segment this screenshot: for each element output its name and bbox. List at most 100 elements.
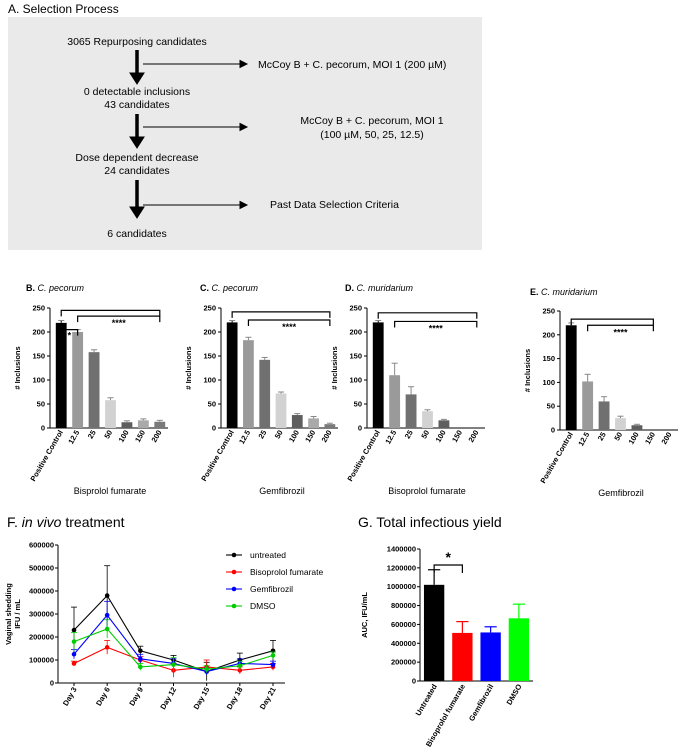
data-point bbox=[71, 661, 77, 666]
y-tick-label: 250 bbox=[349, 304, 362, 313]
right-arrow-icon bbox=[239, 59, 249, 69]
y-tick-label: 200000 bbox=[29, 633, 54, 642]
x-tick-label: DMSO bbox=[505, 682, 524, 706]
y-tick-label: 100 bbox=[349, 376, 362, 385]
y-tick-label: 400000 bbox=[29, 587, 54, 596]
y-tick-label: 150 bbox=[32, 352, 45, 361]
x-tick-label: 50 bbox=[612, 431, 624, 443]
y-tick-label: 250 bbox=[203, 304, 216, 313]
x-tick-label: Positive Control bbox=[199, 429, 236, 483]
x-tick-label: Positive Control bbox=[345, 429, 382, 483]
x-tick-label: Positive Control bbox=[28, 429, 65, 483]
chart-E-title: E. C. muridarium bbox=[530, 287, 598, 297]
x-tick-label: 50 bbox=[102, 429, 114, 441]
chart-F-title: F. in vivo treatment bbox=[7, 514, 125, 530]
data-point bbox=[71, 639, 77, 644]
step-4-line-1: 6 candidates bbox=[107, 228, 167, 240]
bar-4 bbox=[615, 418, 626, 430]
y-tick-label: 150 bbox=[203, 352, 216, 361]
x-tick-label: Day 3 bbox=[61, 686, 79, 708]
data-point bbox=[138, 664, 143, 670]
bar-5 bbox=[438, 420, 450, 428]
chart-G: G. Total infectious yield 0 200000 400000 60… bbox=[358, 514, 533, 748]
down-arrow-icon bbox=[129, 206, 145, 219]
y-axis-label: # Inclusions bbox=[13, 346, 22, 389]
significance-bracket bbox=[587, 324, 654, 332]
data-point bbox=[270, 662, 276, 667]
x-tick-label: 200 bbox=[659, 431, 673, 446]
bar-3 bbox=[598, 401, 610, 430]
y-tick-label: 200 bbox=[542, 330, 555, 339]
x-tick-label: 50 bbox=[419, 429, 431, 441]
x-tick-label: Day 15 bbox=[192, 686, 212, 711]
x-tick-label: 150 bbox=[303, 429, 317, 444]
x-tick-label: Untreated bbox=[414, 682, 440, 717]
x-tick-label: 200 bbox=[320, 429, 334, 444]
bar-7 bbox=[324, 424, 336, 428]
y-tick-label: 500000 bbox=[29, 564, 54, 573]
step-3-line-1: Dose dependent decrease bbox=[75, 152, 198, 164]
y-tick-label: 0 bbox=[41, 424, 45, 433]
y-tick-label: 150 bbox=[542, 354, 555, 363]
x-tick-label: Day 6 bbox=[94, 686, 112, 708]
bar-1 bbox=[55, 322, 67, 428]
right-arrow-icon bbox=[239, 200, 249, 210]
x-tick-label: 150 bbox=[450, 429, 464, 444]
significance-bracket bbox=[231, 311, 331, 318]
data-point bbox=[104, 593, 110, 598]
y-tick-label: 200000 bbox=[391, 658, 416, 667]
data-point bbox=[138, 656, 143, 662]
y-axis-label: Vaginal shedding bbox=[4, 583, 13, 645]
y-tick-label: 100 bbox=[203, 376, 216, 385]
series-dmso bbox=[71, 619, 276, 673]
x-tick-label: 100 bbox=[287, 429, 301, 444]
y-axis-label: IFU / mL bbox=[13, 599, 22, 629]
x-tick-label: 25 bbox=[256, 429, 268, 441]
x-tick-label: 12.5 bbox=[66, 429, 81, 446]
chart-B-title: B. C. pecorum bbox=[26, 283, 85, 293]
x-tick-label: 25 bbox=[403, 429, 415, 441]
bar-3 bbox=[480, 632, 501, 681]
x-tick-label: Day 12 bbox=[158, 686, 178, 711]
significance-bracket bbox=[247, 319, 331, 326]
y-tick-label: 0 bbox=[212, 424, 216, 433]
bar-2 bbox=[582, 381, 594, 430]
significance-label: * bbox=[446, 549, 452, 565]
x-axis-label: Gemfibrozil bbox=[259, 486, 305, 496]
data-point bbox=[104, 645, 110, 650]
arrow-2-label-1: McCoy B + C. pecorum, MOI 1 bbox=[300, 115, 443, 127]
x-tick-label: 50 bbox=[273, 429, 285, 441]
x-tick-label: Day 9 bbox=[127, 686, 145, 708]
bar-2 bbox=[389, 375, 401, 428]
y-tick-label: 250 bbox=[32, 304, 45, 313]
panel-a-title: A. Selection Process bbox=[8, 2, 119, 16]
legend-marker bbox=[231, 569, 237, 575]
bar-4 bbox=[508, 618, 530, 681]
bar-4 bbox=[105, 400, 116, 428]
y-tick-label: 600000 bbox=[391, 620, 416, 629]
right-arrows bbox=[143, 59, 249, 210]
significance-label: **** bbox=[282, 322, 297, 332]
step-1-line-1: 3065 Repurposing candidates bbox=[67, 36, 207, 48]
down-arrow-icon bbox=[129, 72, 145, 85]
bar-1 bbox=[565, 325, 577, 430]
y-tick-label: 1400000 bbox=[387, 545, 416, 554]
x-tick-label: 150 bbox=[133, 429, 147, 444]
chart-D-title: D. C. muridarium bbox=[345, 283, 414, 293]
bar-6 bbox=[137, 420, 149, 428]
significance-label: **** bbox=[429, 323, 444, 333]
bar-1 bbox=[423, 584, 445, 681]
arrow-2-label-2: (100 µM, 50, 25, 12.5) bbox=[320, 129, 424, 141]
significance-bracket bbox=[77, 315, 161, 323]
x-tick-label: 150 bbox=[643, 431, 657, 446]
chart-F: F. in vivo treatment 0 100000 200000 300000 4… bbox=[4, 514, 324, 711]
step-2-line-1: 0 detectable inclusions bbox=[84, 86, 190, 98]
y-tick-label: 0 bbox=[412, 677, 416, 686]
x-tick-label: 12.5 bbox=[237, 429, 252, 446]
y-tick-label: 400000 bbox=[391, 639, 416, 648]
bar-1 bbox=[372, 322, 384, 428]
data-point bbox=[138, 648, 143, 654]
y-tick-label: 600000 bbox=[29, 541, 54, 550]
right-arrow-icon bbox=[239, 122, 249, 132]
